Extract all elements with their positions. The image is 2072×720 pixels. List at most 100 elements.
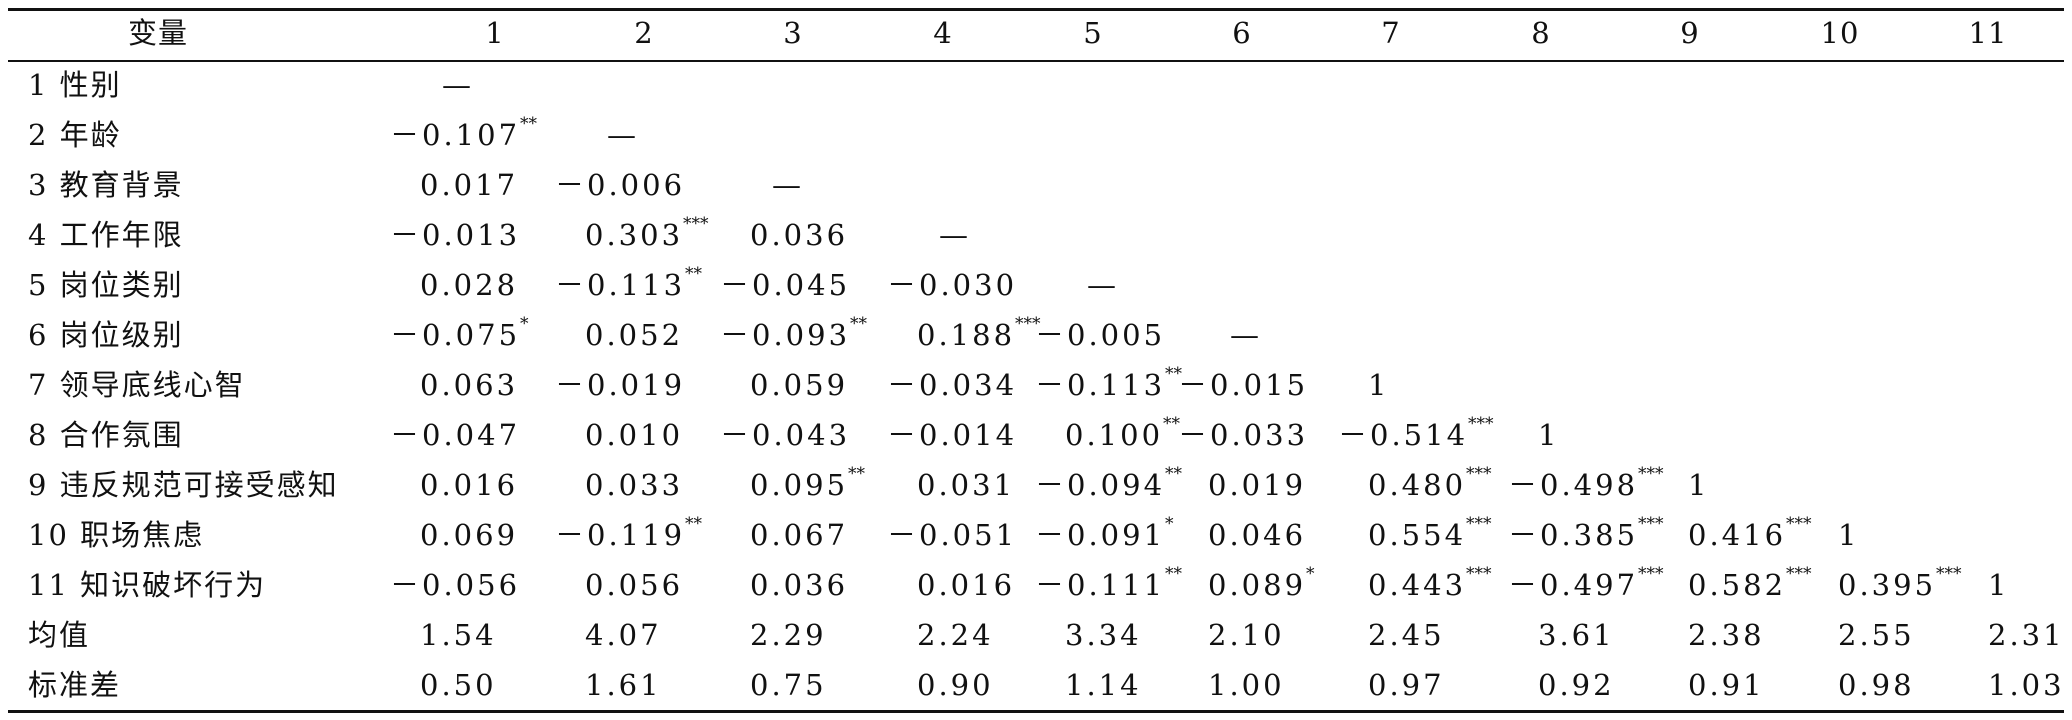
row-label: 6 岗位级别 bbox=[28, 318, 184, 352]
table-cell: 0.016 bbox=[420, 468, 518, 502]
table-cell: 0.036 bbox=[750, 218, 848, 252]
cell-value: 1 bbox=[1988, 568, 2010, 602]
table-cell: －0.111** bbox=[1035, 566, 1182, 602]
cell-value: — bbox=[772, 168, 804, 202]
significance-mark: ** bbox=[1163, 414, 1181, 435]
cell-value: 0.98 bbox=[1838, 668, 1915, 702]
row-label: 标准差 bbox=[28, 668, 122, 702]
cell-value: 0.188 bbox=[917, 318, 1016, 352]
cell-value: 0.063 bbox=[420, 368, 519, 402]
table-cell: －0.043 bbox=[720, 418, 850, 452]
cell-value: 0.036 bbox=[750, 218, 849, 252]
cell-value: 2.38 bbox=[1688, 618, 1765, 652]
significance-mark: ** bbox=[848, 464, 866, 485]
table-cell: －0.075* bbox=[390, 316, 529, 352]
cell-value: 1.00 bbox=[1208, 668, 1285, 702]
cell-value: 0.91 bbox=[1688, 668, 1765, 702]
significance-mark: *** bbox=[1466, 514, 1492, 535]
cell-value: 1.54 bbox=[420, 618, 497, 652]
cell-value: －0.043 bbox=[720, 418, 851, 452]
header-col-11: 11 bbox=[1968, 16, 2008, 50]
table-cell: 0.554*** bbox=[1368, 516, 1492, 552]
table-cell: 0.031 bbox=[917, 468, 1015, 502]
cell-value: — bbox=[1087, 268, 1119, 302]
table-cell: 2.45 bbox=[1368, 618, 1445, 652]
header-col-8: 8 bbox=[1531, 16, 1551, 50]
significance-mark: * bbox=[520, 314, 529, 335]
cell-value: －0.111 bbox=[1035, 568, 1166, 602]
table-cell: 1 bbox=[1838, 518, 1859, 552]
cell-value: 2.29 bbox=[750, 618, 827, 652]
cell-value: －0.107 bbox=[390, 118, 521, 152]
table-cell: 1 bbox=[1988, 568, 2009, 602]
significance-mark: *** bbox=[1786, 564, 1812, 585]
table-cell: 1.03 bbox=[1988, 668, 2065, 702]
table-cell: 0.010 bbox=[585, 418, 683, 452]
row-label: 9 违反规范可接受感知 bbox=[28, 468, 339, 502]
cell-value: －0.006 bbox=[555, 168, 686, 202]
table-cell: 0.056 bbox=[585, 568, 683, 602]
cell-value: －0.045 bbox=[720, 268, 851, 302]
header-col-5: 5 bbox=[1083, 16, 1103, 50]
cell-value: — bbox=[939, 218, 971, 252]
significance-mark: *** bbox=[1638, 564, 1664, 585]
cell-value: 0.395 bbox=[1838, 568, 1937, 602]
table-cell: 0.100** bbox=[1065, 416, 1180, 452]
cell-value: －0.019 bbox=[555, 368, 686, 402]
table-cell: －0.014 bbox=[887, 418, 1017, 452]
header-col-9: 9 bbox=[1680, 16, 1700, 50]
table-cell: －0.051 bbox=[887, 518, 1017, 552]
cell-value: 0.069 bbox=[420, 518, 519, 552]
cell-value: 0.443 bbox=[1368, 568, 1467, 602]
cell-value: －0.051 bbox=[887, 518, 1018, 552]
table-cell: 3.34 bbox=[1065, 618, 1142, 652]
table-cell: －0.019 bbox=[555, 368, 685, 402]
cell-value: 0.028 bbox=[420, 268, 519, 302]
cell-value: 1 bbox=[1838, 518, 1860, 552]
cell-value: 0.100 bbox=[1065, 418, 1164, 452]
header-col-1: 1 bbox=[485, 16, 505, 50]
row-label: 3 教育背景 bbox=[28, 168, 184, 202]
cell-value: 1 bbox=[1368, 368, 1390, 402]
cell-value: －0.015 bbox=[1178, 368, 1309, 402]
table-cell: 0.036 bbox=[750, 568, 848, 602]
significance-mark: ** bbox=[1165, 364, 1183, 385]
table-cell: 1.61 bbox=[585, 668, 662, 702]
table-cell: 0.97 bbox=[1368, 668, 1445, 702]
header-col-2: 2 bbox=[634, 16, 654, 50]
table-cell: 1 bbox=[1688, 468, 1709, 502]
cell-value: — bbox=[442, 68, 474, 102]
table-cell: — bbox=[939, 218, 971, 252]
table-cell: 1 bbox=[1538, 418, 1559, 452]
significance-mark: *** bbox=[1015, 314, 1041, 335]
table-cell: －0.030 bbox=[887, 268, 1017, 302]
significance-mark: *** bbox=[1786, 514, 1812, 535]
row-label: 5 岗位类别 bbox=[28, 268, 184, 302]
table-cell: 0.92 bbox=[1538, 668, 1615, 702]
table-cell: 2.10 bbox=[1208, 618, 1285, 652]
table-cell: 0.582*** bbox=[1688, 566, 1812, 602]
table-cell: －0.107** bbox=[390, 116, 537, 152]
cell-value: 1 bbox=[1538, 418, 1560, 452]
table-cell: 0.91 bbox=[1688, 668, 1765, 702]
table-cell: — bbox=[1230, 318, 1262, 352]
cell-value: 0.90 bbox=[917, 668, 994, 702]
cell-value: －0.056 bbox=[390, 568, 521, 602]
cell-value: －0.497 bbox=[1508, 568, 1639, 602]
table-header-rule bbox=[8, 60, 2064, 62]
table-cell: 3.61 bbox=[1538, 618, 1615, 652]
cell-value: 0.089 bbox=[1208, 568, 1307, 602]
table-cell: －0.091* bbox=[1035, 516, 1174, 552]
significance-mark: ** bbox=[520, 114, 538, 135]
cell-value: 0.303 bbox=[585, 218, 684, 252]
table-cell: －0.013 bbox=[390, 218, 520, 252]
cell-value: 1.14 bbox=[1065, 668, 1142, 702]
cell-value: －0.119 bbox=[555, 518, 686, 552]
cell-value: 0.046 bbox=[1208, 518, 1307, 552]
table-cell: — bbox=[1087, 268, 1119, 302]
cell-value: －0.005 bbox=[1035, 318, 1166, 352]
table-cell: －0.006 bbox=[555, 168, 685, 202]
row-label: 均值 bbox=[28, 618, 91, 652]
significance-mark: ** bbox=[685, 264, 703, 285]
significance-mark: *** bbox=[683, 214, 709, 235]
